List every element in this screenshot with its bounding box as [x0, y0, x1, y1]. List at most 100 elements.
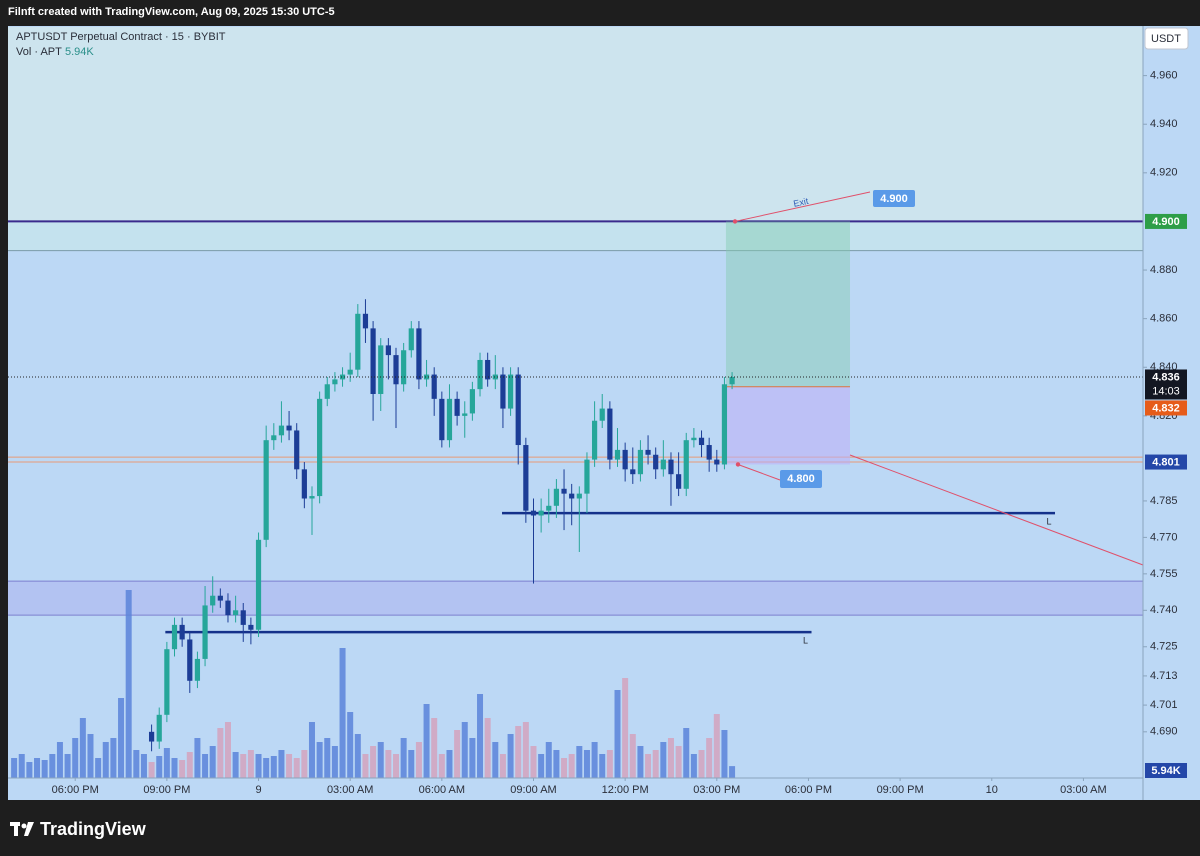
volume-bar: [362, 754, 369, 778]
position-target: [725, 221, 851, 387]
logo-part: [14, 822, 18, 836]
candle-body: [385, 345, 391, 356]
volume-bar: [522, 722, 529, 778]
candle-body: [217, 595, 223, 601]
volume-bar: [331, 746, 338, 778]
candle-body: [248, 624, 254, 630]
volume-bar: [652, 750, 659, 778]
volume-bar: [102, 742, 109, 778]
x-tick-label: 03:00 PM: [693, 784, 740, 796]
candle-body: [263, 440, 269, 540]
candle-body: [637, 449, 644, 475]
volume-bar: [454, 730, 461, 778]
candle-body: [561, 488, 567, 494]
candle-body: [324, 384, 330, 399]
candle-body: [485, 359, 491, 380]
currency-button[interactable]: [1144, 27, 1189, 50]
volume-bar: [194, 738, 201, 778]
candle-body: [393, 355, 399, 385]
volume-bar: [278, 750, 285, 778]
volume-bar: [224, 722, 231, 778]
volume-bar: [209, 746, 216, 778]
volume-bar: [622, 678, 629, 778]
volume-bar: [591, 742, 598, 778]
candle-body: [698, 437, 705, 446]
volume-bar: [614, 690, 621, 778]
logo-part: [24, 822, 34, 836]
volume-bar: [408, 750, 415, 778]
volume-bar: [660, 742, 667, 778]
volume-bar: [171, 758, 178, 778]
volume-bar: [247, 750, 254, 778]
candle-body: [614, 449, 621, 460]
volume-bar: [461, 722, 468, 778]
candle-body: [599, 408, 605, 421]
candle-body: [187, 639, 193, 681]
volume-bar: [64, 754, 71, 778]
upper-band: [8, 221, 1143, 251]
candle-body: [225, 600, 231, 616]
currency-button-label[interactable]: USDT: [1151, 33, 1181, 45]
volume-bar: [667, 738, 674, 778]
callout-dot: [735, 462, 741, 467]
upper-area: [8, 27, 1143, 222]
callout-value: 4.800: [787, 473, 815, 485]
candle-body: [462, 413, 468, 416]
y-tick-label: 4.920: [1150, 167, 1178, 179]
candle-body: [714, 459, 720, 465]
callout-text: Exit: [792, 196, 809, 209]
volume-bar: [49, 754, 56, 778]
countdown: 14:03: [1152, 385, 1180, 397]
candle-body: [309, 496, 315, 499]
volume-bar: [163, 748, 170, 778]
candle-body: [668, 459, 674, 475]
candle-body: [729, 376, 735, 385]
legend-volume: Vol · APT: [16, 46, 62, 58]
price-label: [1145, 369, 1187, 400]
volume-bar: [377, 742, 384, 778]
volume-bar: [438, 754, 445, 778]
price-label-text: 4.836: [1152, 371, 1180, 383]
volume-bar: [400, 738, 407, 778]
volume-bar: [110, 738, 117, 778]
volume-bar: [637, 746, 644, 778]
candle-body: [492, 374, 498, 380]
candle-body: [553, 488, 560, 506]
volume-bar: [568, 754, 575, 778]
volume-bar: [293, 758, 300, 778]
volume-bar: [515, 726, 522, 778]
y-tick-label: 4.960: [1150, 70, 1178, 82]
candle-body: [515, 374, 521, 446]
volume-bar: [393, 754, 400, 778]
price-label-text: 4.832: [1152, 402, 1180, 414]
volume-bar: [202, 754, 209, 778]
candle-body: [339, 374, 346, 380]
candle-body: [607, 408, 613, 460]
candle-body: [477, 359, 483, 390]
callout-dot: [732, 219, 738, 224]
candle-body: [286, 425, 292, 431]
y-tick-label: 4.940: [1150, 118, 1178, 130]
candle-body: [454, 398, 460, 416]
y-tick-label: 4.755: [1150, 568, 1178, 580]
candle-body: [500, 374, 506, 409]
x-tick-label: 09:00 AM: [510, 784, 556, 796]
volume-bar: [125, 590, 132, 778]
callout-line: [734, 191, 871, 222]
y-tick-label: 4.860: [1150, 313, 1178, 325]
volume-bar: [179, 760, 186, 778]
volume-bar: [156, 756, 163, 778]
candle-body: [210, 595, 216, 606]
candle-body: [645, 449, 651, 455]
y-tick-label: 4.785: [1150, 495, 1178, 507]
candle-body: [233, 610, 239, 616]
candle-body: [317, 398, 323, 497]
candle-body: [408, 328, 414, 351]
candle-body: [362, 313, 369, 329]
volume-bar: [308, 722, 315, 778]
x-tick-label: 09:00 PM: [877, 784, 924, 796]
volume-bar: [87, 734, 94, 778]
candle-body: [401, 350, 407, 385]
candle-body: [378, 345, 384, 394]
